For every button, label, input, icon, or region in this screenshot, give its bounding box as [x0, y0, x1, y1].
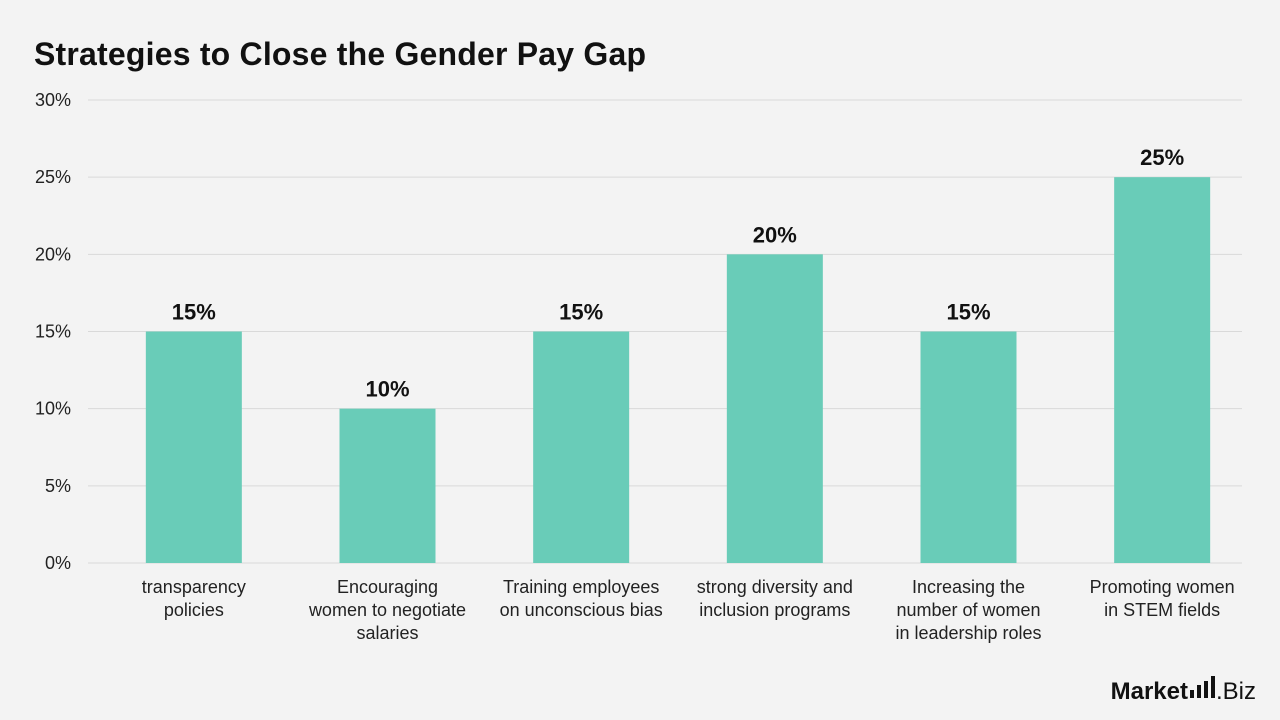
- brand-logo: Market .Biz: [1111, 676, 1256, 706]
- y-tick-label: 10%: [35, 399, 71, 419]
- data-label: 15%: [172, 300, 216, 325]
- data-labels: 15% 10% 15% 20% 15% 25%: [172, 145, 1184, 402]
- brand-market-text: Market: [1110, 678, 1188, 705]
- y-tick-label: 30%: [35, 90, 71, 110]
- y-axis-ticks: 0% 5% 10% 15% 20% 25% 30%: [35, 90, 71, 573]
- category-label: strong diversity and inclusion programs: [697, 577, 853, 620]
- category-label: Training employees on unconscious bias: [500, 577, 663, 620]
- bar: [145, 331, 242, 563]
- category-label: Encouraging women to negotiate salaries: [308, 577, 466, 643]
- data-label: 15%: [946, 300, 990, 325]
- y-tick-label: 0%: [45, 553, 71, 573]
- data-label: 20%: [753, 222, 797, 247]
- category-label: Promoting women in STEM fields: [1090, 577, 1235, 620]
- x-axis-categories: transparency policies Encouraging women to …: [142, 577, 1235, 643]
- bar: [726, 254, 823, 564]
- y-tick-label: 5%: [45, 476, 71, 496]
- bars: [145, 177, 1211, 564]
- y-tick-label: 15%: [35, 322, 71, 342]
- data-label: 15%: [559, 300, 603, 325]
- brand-biz-text: .Biz: [1215, 678, 1256, 705]
- bar: [920, 331, 1017, 563]
- category-label: Increasing the number of women in leadersh…: [895, 577, 1041, 643]
- y-tick-label: 25%: [35, 167, 71, 187]
- bar: [339, 408, 436, 563]
- bar: [533, 331, 630, 563]
- gridlines: [88, 99, 1242, 564]
- y-tick-label: 20%: [35, 244, 71, 264]
- bar-chart-icon: [1189, 676, 1215, 698]
- data-label: 10%: [365, 377, 409, 402]
- chart-title: Strategies to Close the Gender Pay Gap: [34, 36, 647, 72]
- data-label: 25%: [1140, 145, 1184, 170]
- bar: [1114, 177, 1211, 563]
- category-label: transparency policies: [142, 577, 246, 620]
